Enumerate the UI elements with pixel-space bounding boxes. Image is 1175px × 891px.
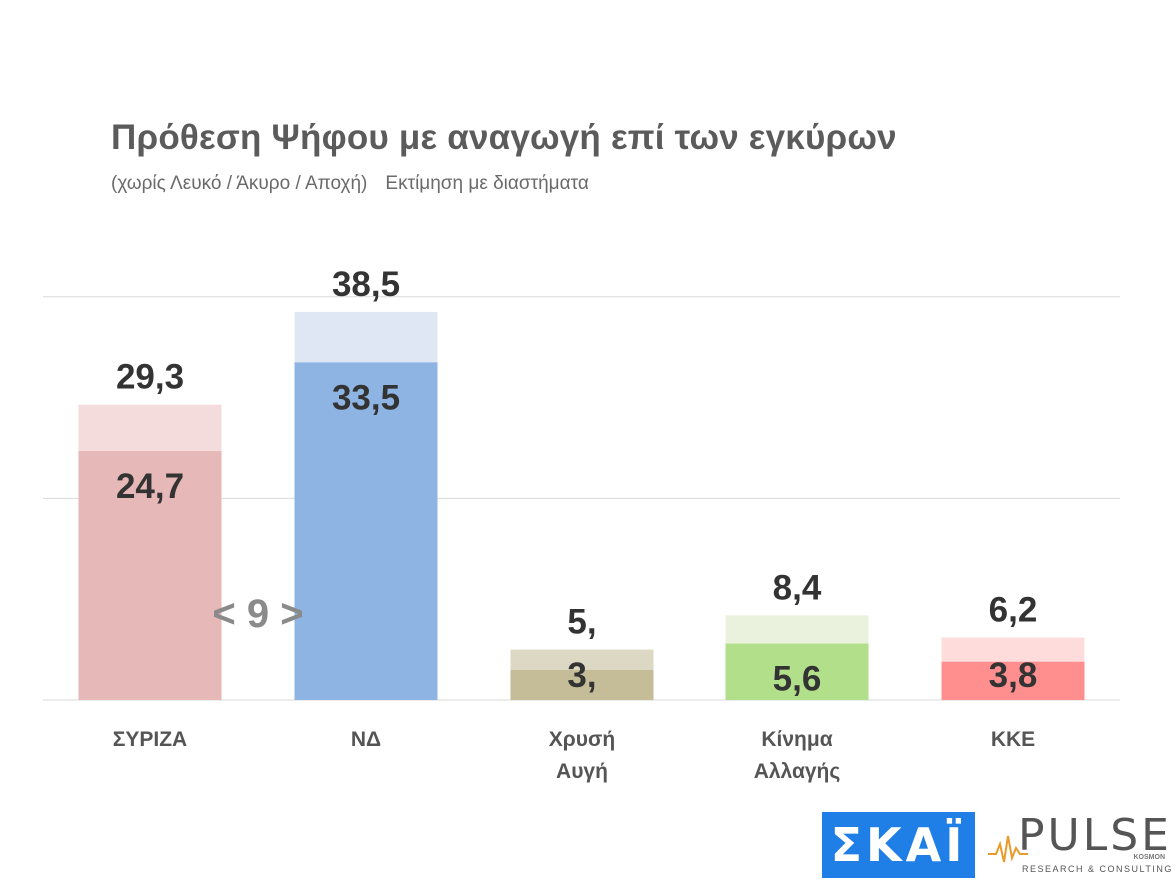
subtitle-exclusions: (χωρίς Λευκό / Άκυρο / Αποχή) [111,173,368,194]
category-label: ΣΥΡΙΖΑ [113,728,187,751]
subtitle-estimate: Εκτίμηση με διαστήματα [385,173,589,194]
bar-range [725,615,869,644]
high-value-label: 6,2 [989,591,1038,630]
bar-base [725,643,869,700]
pulse-subtitle: RESEARCH & CONSULTING [1022,864,1173,874]
pulse-wordmark: PULSE [1018,810,1172,861]
low-value-label: 33,5 [332,378,400,417]
logos-area: ΣΚΑΪ PULSE KOSMON RESEARCH & CONSULTING [822,810,1171,880]
low-value-label: 3, [567,656,596,695]
bar-range [294,311,438,363]
bar-range [78,404,222,452]
bar-base [510,669,654,700]
bar-base [294,362,438,700]
category-label: Χρυσή [549,728,615,751]
pulse-logo: PULSE KOSMON RESEARCH & CONSULTING [988,810,1171,880]
high-value-label: 29,3 [116,358,184,397]
category-label: ΝΔ [351,728,381,751]
chart-title: Πρόθεση Ψήφου με αναγωγή επί των εγκύρων [111,118,897,157]
skai-logo: ΣΚΑΪ [822,812,975,878]
category-label: ΚΚΕ [991,728,1035,751]
low-value-label: 3,8 [989,656,1038,695]
high-value-label: 38,5 [332,265,400,304]
bar-base [78,451,222,700]
bar-range [510,649,654,670]
high-value-label: 5, [567,603,596,642]
high-value-label: 8,4 [773,568,822,607]
category-label: Αλλαγής [754,760,841,783]
pulse-wave-icon [988,835,1028,863]
category-label: Κίνημα [761,728,832,751]
chart-subtitle: (χωρίς Λευκό / Άκυρο / Αποχή) Εκτίμηση με… [111,173,589,195]
bar-range [941,637,1085,662]
low-value-label: 5,6 [773,660,822,699]
low-value-label: 24,7 [116,467,184,506]
pulse-kosmon-text: KOSMON [1133,854,1166,861]
bar-base [941,661,1085,700]
gap-annotation: < 9 > [212,592,303,636]
category-label: Αυγή [556,760,608,783]
